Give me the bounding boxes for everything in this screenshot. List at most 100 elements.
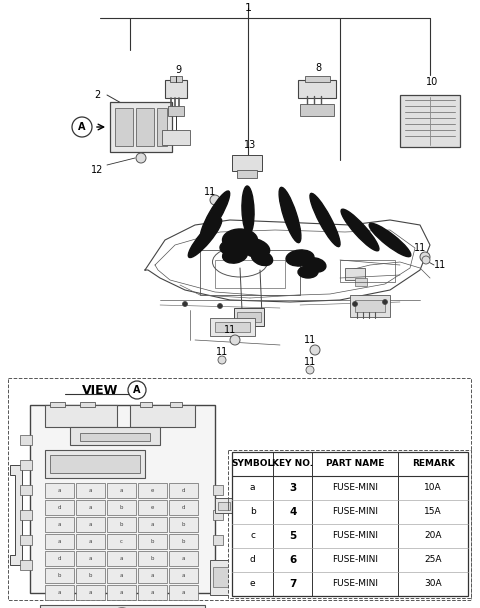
Text: 6: 6 <box>289 555 296 565</box>
Text: 10: 10 <box>426 77 438 87</box>
Bar <box>45 405 117 427</box>
Bar <box>213 567 233 587</box>
Text: a: a <box>89 505 92 510</box>
Text: 11: 11 <box>304 357 316 367</box>
Bar <box>340 260 395 282</box>
Bar <box>170 76 182 82</box>
Bar <box>210 318 255 336</box>
Bar <box>200 250 300 295</box>
Text: VIEW: VIEW <box>82 384 118 396</box>
Bar <box>20 560 32 570</box>
Ellipse shape <box>252 250 273 266</box>
Text: b: b <box>151 556 154 561</box>
Bar <box>213 510 223 520</box>
Text: b: b <box>89 573 92 578</box>
Text: a: a <box>151 590 154 595</box>
Ellipse shape <box>279 187 301 243</box>
Bar <box>20 485 32 495</box>
Bar <box>76 500 105 515</box>
Bar <box>40 605 205 608</box>
Bar <box>169 500 198 515</box>
Bar <box>218 502 230 510</box>
Text: a: a <box>182 573 185 578</box>
Text: 30A: 30A <box>424 579 442 589</box>
Text: a: a <box>58 539 61 544</box>
Bar <box>345 268 365 280</box>
Ellipse shape <box>341 209 379 251</box>
Text: b: b <box>58 573 61 578</box>
Text: SYMBOL: SYMBOL <box>231 460 274 469</box>
Text: a: a <box>182 556 185 561</box>
Bar <box>215 260 285 288</box>
Bar <box>232 155 262 171</box>
Bar <box>162 130 190 145</box>
Text: 11: 11 <box>414 243 426 253</box>
Bar <box>215 322 250 332</box>
Circle shape <box>422 256 430 264</box>
Bar <box>300 104 334 116</box>
Text: 7: 7 <box>289 579 297 589</box>
Bar <box>130 405 195 427</box>
Text: a: a <box>58 590 61 595</box>
Text: FUSE-MINI: FUSE-MINI <box>332 531 378 541</box>
Bar <box>237 312 261 322</box>
Text: b: b <box>120 522 123 527</box>
Bar <box>45 551 74 566</box>
Bar <box>76 483 105 498</box>
Text: d: d <box>58 505 61 510</box>
Bar <box>355 278 367 286</box>
Text: c: c <box>250 531 255 541</box>
Bar <box>169 517 198 532</box>
Ellipse shape <box>242 186 254 234</box>
Bar <box>45 517 74 532</box>
Text: a: a <box>120 556 123 561</box>
Bar <box>80 402 95 407</box>
Bar <box>107 500 136 515</box>
Text: 11: 11 <box>434 260 446 270</box>
Text: a: a <box>151 573 154 578</box>
Bar <box>140 402 152 407</box>
Bar <box>45 534 74 549</box>
Text: a: a <box>120 590 123 595</box>
Text: 12: 12 <box>91 165 103 175</box>
Bar <box>169 483 198 498</box>
Text: 2: 2 <box>94 90 100 100</box>
Text: A: A <box>78 122 86 132</box>
Text: 25A: 25A <box>424 556 442 564</box>
Bar <box>355 300 385 312</box>
Text: 9: 9 <box>175 65 181 75</box>
Bar <box>157 108 167 146</box>
Ellipse shape <box>223 229 257 251</box>
Ellipse shape <box>188 218 222 258</box>
Bar <box>20 535 32 545</box>
Ellipse shape <box>223 247 247 263</box>
Ellipse shape <box>200 191 230 239</box>
Bar <box>298 80 336 98</box>
Text: 3: 3 <box>289 483 296 493</box>
Text: b: b <box>120 505 123 510</box>
Text: FUSE-MINI: FUSE-MINI <box>332 579 378 589</box>
Circle shape <box>306 366 314 374</box>
Bar <box>45 568 74 583</box>
Bar <box>138 483 167 498</box>
Ellipse shape <box>286 250 314 266</box>
Bar <box>20 460 32 470</box>
Bar <box>400 95 460 147</box>
Bar <box>165 80 187 98</box>
Bar <box>228 450 471 598</box>
Ellipse shape <box>310 193 340 247</box>
Bar <box>138 568 167 583</box>
Circle shape <box>218 356 226 364</box>
Circle shape <box>210 195 220 205</box>
Text: a: a <box>120 488 123 493</box>
Text: b: b <box>182 539 185 544</box>
Text: a: a <box>58 488 61 493</box>
Bar <box>107 568 136 583</box>
Circle shape <box>352 302 358 306</box>
Bar <box>107 517 136 532</box>
Text: e: e <box>151 488 154 493</box>
Circle shape <box>136 153 146 163</box>
Text: FUSE-MINI: FUSE-MINI <box>332 508 378 517</box>
Bar <box>76 534 105 549</box>
Circle shape <box>217 303 223 308</box>
